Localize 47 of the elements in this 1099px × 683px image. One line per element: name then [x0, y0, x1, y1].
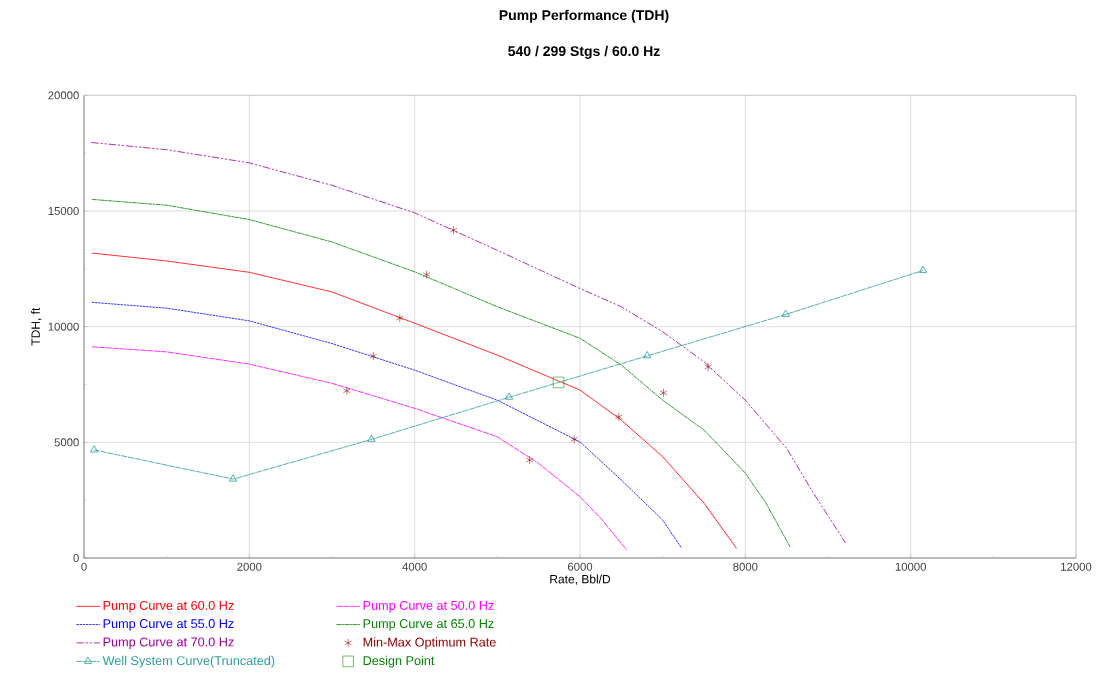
y-tick-label: 0: [73, 554, 79, 563]
point: [615, 412, 623, 422]
x-tick-label: 2000: [237, 562, 262, 571]
y-tick-label: 15000: [48, 207, 79, 216]
y-axis-title: TDH, ft: [31, 307, 42, 346]
point: [90, 445, 99, 453]
point: [449, 225, 458, 235]
point: [422, 270, 431, 279]
y-tick-label: 10000: [48, 322, 79, 331]
point: [643, 351, 652, 359]
chart-title: Pump Performance (TDH): [499, 9, 669, 23]
legend-label: Pump Curve at 55.0 Hz: [103, 619, 234, 631]
legend-label: Pump Curve at 50.0 Hz: [363, 600, 494, 613]
x-tick-label: 6000: [567, 562, 593, 571]
point: [659, 388, 668, 398]
x-tick-label: 10000: [895, 562, 926, 571]
point: [367, 434, 376, 442]
x-axis-title: Rate, Bbl/D: [550, 574, 611, 585]
point: [369, 351, 378, 361]
x-tick-label: 8000: [733, 562, 758, 571]
legend-label: Pump Curve at 70.0 Hz: [103, 637, 234, 649]
legend-label: Well System Curve(Truncated): [102, 655, 275, 668]
x-tick-label: 0: [81, 562, 87, 571]
point: [525, 455, 534, 465]
legend-label: Pump Curve at 60.0 Hz: [103, 600, 234, 613]
point: [704, 362, 712, 372]
legend-label: Min-Max Optimum Rate: [363, 637, 496, 650]
point: [396, 313, 404, 323]
y-tick-label: 20000: [48, 91, 79, 100]
legend-label: Pump Curve at 65.0 Hz: [363, 619, 494, 631]
point: [505, 392, 514, 400]
point: [343, 386, 351, 396]
point: [552, 376, 565, 389]
x-tick-label: 12000: [1061, 562, 1092, 571]
x-tick-label: 4000: [402, 562, 427, 571]
line-series: [91, 252, 737, 549]
line-series: [91, 199, 791, 548]
point: [229, 474, 238, 482]
legend-label: Design Point: [363, 655, 435, 668]
chart-subtitle: 540 / 299 Stgs / 60.0 Hz: [508, 45, 660, 59]
point: [570, 435, 578, 444]
point: [781, 310, 790, 317]
line-series: [91, 301, 683, 549]
line-series: [91, 346, 628, 551]
line-series: [91, 142, 846, 544]
y-tick-label: 5000: [54, 438, 79, 447]
point: [919, 266, 927, 273]
